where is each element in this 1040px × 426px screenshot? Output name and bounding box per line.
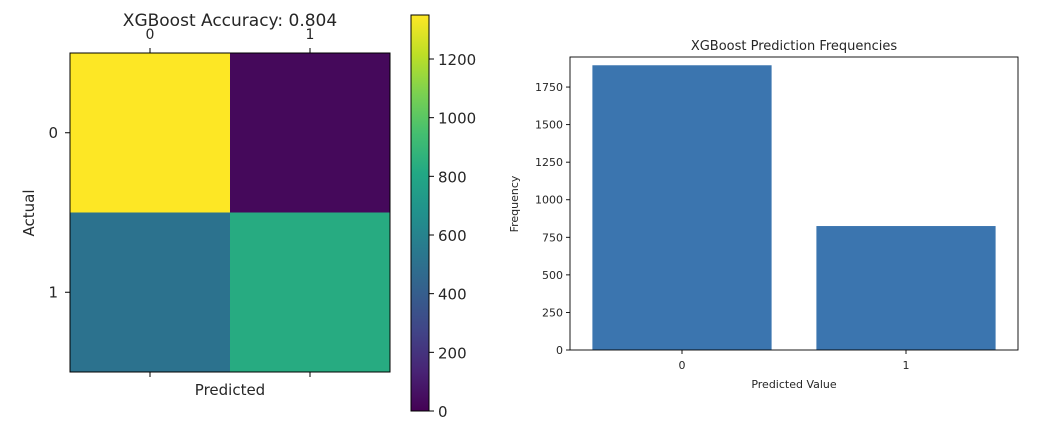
colorbar-tick-label: 800 — [438, 168, 467, 186]
colorbar-tick-label: 0 — [438, 403, 448, 421]
colorbar-tick-label: 400 — [438, 286, 467, 304]
heatmap-frame — [69, 52, 391, 373]
bar-chart-frame — [569, 56, 1019, 351]
heatmap-cell-1-0 — [70, 212, 231, 373]
colorbar-tick-label: 200 — [438, 344, 467, 362]
prediction-frequency-bar-chart: 0 1 0 250 500 750 1000 1250 1500 1750 XGBoost Pre… — [508, 39, 1019, 391]
bar-1 — [816, 226, 996, 350]
heatmap-x-label: Predicted — [195, 381, 265, 399]
bar-x-tick-label: 0 — [679, 359, 686, 372]
bar-y-tick-label: 1250 — [535, 156, 563, 169]
heatmap-cell-1-1 — [230, 212, 391, 373]
heatmap-title: XGBoost Accuracy: 0.804 — [123, 11, 337, 31]
bar-y-tick-label: 0 — [556, 344, 563, 357]
bar-chart-x-label: Predicted Value — [751, 378, 837, 391]
bar-0 — [592, 65, 772, 350]
colorbar: 0 200 400 600 800 1000 1200 — [410, 14, 476, 421]
bar-y-tick-label: 1000 — [535, 194, 563, 207]
colorbar-gradient — [411, 15, 429, 411]
colorbar-tick-label: 1000 — [438, 110, 476, 128]
colorbar-tick-label: 1200 — [438, 51, 476, 69]
heatmap-cell-0-0 — [70, 53, 231, 213]
bar-y-tick-label: 250 — [542, 306, 563, 319]
bar-y-tick-label: 500 — [542, 269, 563, 282]
bar-x-tick-label: 1 — [903, 359, 910, 372]
heatmap-x-tick-label: 1 — [306, 27, 315, 43]
bar-chart-title: XGBoost Prediction Frequencies — [691, 39, 898, 54]
confusion-matrix-heatmap: 0 1 0 1 XGBoost Accuracy: 0.804 Predicted A… — [20, 11, 391, 399]
bar-chart-y-label: Frequency — [508, 175, 521, 232]
heatmap-y-tick-label: 1 — [48, 283, 58, 301]
colorbar-tick-label: 600 — [438, 227, 467, 245]
heatmap-y-tick-label: 0 — [48, 124, 58, 142]
heatmap-cell-0-1 — [230, 53, 391, 213]
bar-y-tick-label: 1750 — [535, 81, 563, 94]
heatmap-y-label: Actual — [20, 190, 38, 237]
bar-y-tick-label: 750 — [542, 231, 563, 244]
colorbar-frame — [410, 14, 430, 412]
bar-y-tick-label: 1500 — [535, 119, 563, 132]
heatmap-x-tick-label: 0 — [146, 27, 155, 43]
